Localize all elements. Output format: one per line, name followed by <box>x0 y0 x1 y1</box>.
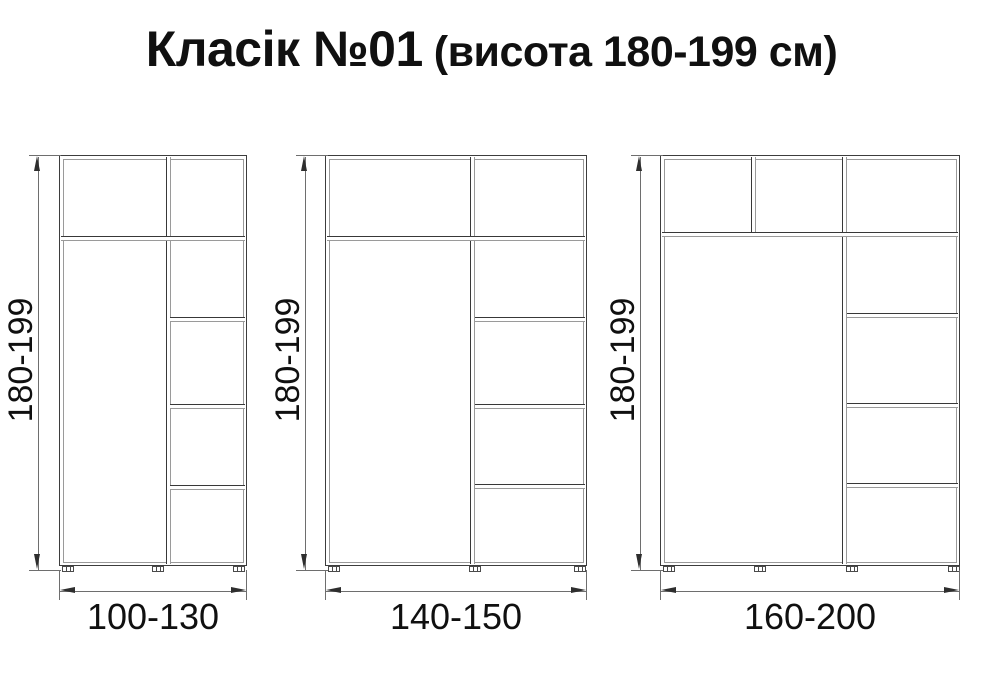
caster-foot <box>754 566 766 572</box>
arrow-down-icon <box>301 554 307 569</box>
title-main: Класік №01 <box>145 21 424 77</box>
height-dim-tick-top <box>631 155 663 156</box>
width-dim-line <box>60 591 246 592</box>
caster-foot <box>62 566 74 572</box>
cabinet-frame <box>59 155 247 566</box>
arrow-up-icon <box>34 156 40 171</box>
cabinet-inner-frame <box>663 158 957 563</box>
height-dim-tick-bottom <box>29 570 61 571</box>
arrow-up-icon <box>636 156 642 171</box>
vertical-divider <box>166 157 171 564</box>
shelf <box>475 404 585 409</box>
top-shelf <box>662 232 958 237</box>
height-dim-tick-bottom <box>631 570 663 571</box>
width-dim-label: 100-130 <box>86 596 220 637</box>
top-shelf <box>61 236 245 241</box>
shelf <box>847 483 958 488</box>
width-dim-label: 160-200 <box>743 596 877 637</box>
shelf <box>475 317 585 322</box>
shelf <box>170 317 245 322</box>
cabinet-frame <box>660 155 960 566</box>
shelf <box>847 403 958 408</box>
arrow-right-icon <box>571 587 586 593</box>
cabinet-inner-frame <box>328 158 584 563</box>
shelf <box>475 484 585 489</box>
top-shelf <box>327 236 585 241</box>
upper-divider <box>751 157 756 233</box>
arrow-down-icon <box>636 554 642 569</box>
height-dim-tick-top <box>296 155 328 156</box>
caster-foot <box>328 566 340 572</box>
height-dim-line <box>640 157 641 570</box>
arrow-up-icon <box>301 156 307 171</box>
caster-foot <box>846 566 858 572</box>
page-title: Класік №01 (висота 180-199 см) <box>0 20 983 78</box>
caster-foot <box>152 566 164 572</box>
caster-foot <box>574 566 586 572</box>
caster-foot <box>233 566 245 572</box>
width-dim-line <box>326 591 586 592</box>
shelf <box>170 404 245 409</box>
height-dim-label: 180-199 <box>604 297 642 423</box>
shelf <box>847 313 958 318</box>
arrow-right-icon <box>944 587 959 593</box>
height-dim-line <box>305 157 306 570</box>
width-dim-label: 140-150 <box>389 596 523 637</box>
title-suffix: (висота 180-199 см) <box>433 28 838 76</box>
width-dim-ext-left <box>59 570 60 600</box>
cabinet-frame <box>325 155 587 566</box>
arrow-left-icon <box>326 587 341 593</box>
width-dim-ext-left <box>660 570 661 600</box>
width-dim-ext-left <box>325 570 326 600</box>
vertical-divider <box>470 157 475 564</box>
vertical-divider <box>842 157 847 564</box>
width-dim-ext-right <box>586 570 587 600</box>
height-dim-tick-bottom <box>296 570 328 571</box>
width-dim-line <box>661 591 959 592</box>
width-dim-ext-right <box>246 570 247 600</box>
height-dim-line <box>38 157 39 570</box>
shelf <box>170 485 245 490</box>
height-dim-label: 180-199 <box>269 297 307 423</box>
cabinet-inner-frame <box>62 158 244 563</box>
arrow-left-icon <box>60 587 75 593</box>
caster-foot <box>663 566 675 572</box>
caster-foot <box>948 566 960 572</box>
height-dim-tick-top <box>29 155 61 156</box>
width-dim-ext-right <box>959 570 960 600</box>
arrow-right-icon <box>231 587 246 593</box>
height-dim-label: 180-199 <box>2 297 40 423</box>
arrow-left-icon <box>661 587 676 593</box>
arrow-down-icon <box>34 554 40 569</box>
caster-foot <box>469 566 481 572</box>
